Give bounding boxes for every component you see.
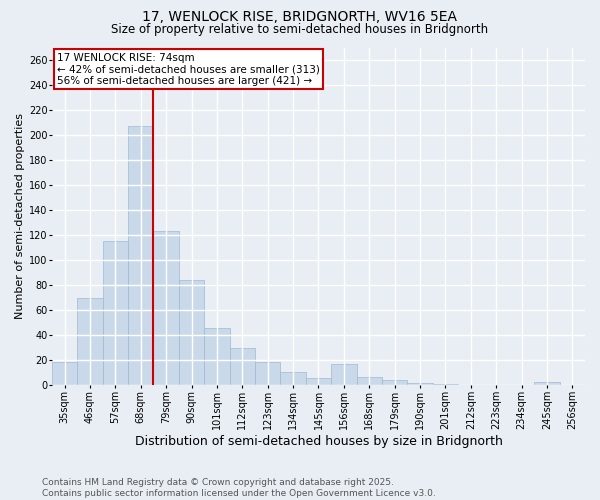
Bar	[407, 383, 433, 386]
Bar	[306, 378, 331, 386]
Bar	[255, 362, 280, 386]
X-axis label: Distribution of semi-detached houses by size in Bridgnorth: Distribution of semi-detached houses by …	[134, 434, 502, 448]
Bar	[534, 382, 560, 386]
Bar	[382, 380, 407, 386]
Text: Size of property relative to semi-detached houses in Bridgnorth: Size of property relative to semi-detach…	[112, 22, 488, 36]
Bar	[128, 126, 154, 386]
Text: Contains HM Land Registry data © Crown copyright and database right 2025.
Contai: Contains HM Land Registry data © Crown c…	[42, 478, 436, 498]
Text: 17 WENLOCK RISE: 74sqm
← 42% of semi-detached houses are smaller (313)
56% of se: 17 WENLOCK RISE: 74sqm ← 42% of semi-det…	[57, 52, 320, 86]
Bar	[331, 364, 356, 386]
Bar	[204, 328, 230, 386]
Bar	[103, 242, 128, 386]
Bar	[433, 384, 458, 386]
Bar	[52, 362, 77, 386]
Bar	[356, 376, 382, 386]
Bar	[230, 348, 255, 386]
Bar	[154, 232, 179, 386]
Text: 17, WENLOCK RISE, BRIDGNORTH, WV16 5EA: 17, WENLOCK RISE, BRIDGNORTH, WV16 5EA	[143, 10, 458, 24]
Bar	[77, 298, 103, 386]
Y-axis label: Number of semi-detached properties: Number of semi-detached properties	[15, 114, 25, 320]
Bar	[179, 280, 204, 386]
Bar	[280, 372, 306, 386]
